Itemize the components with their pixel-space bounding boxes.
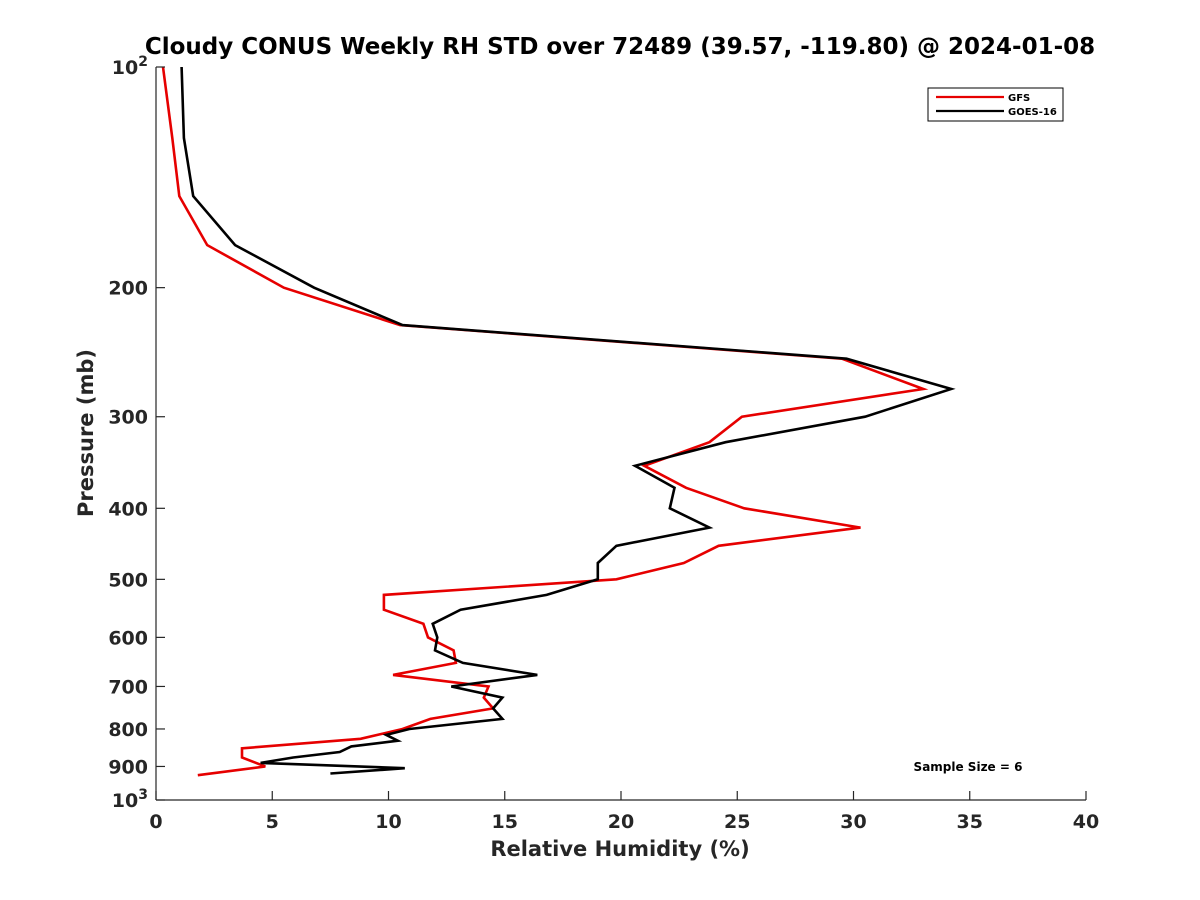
- x-tick-label: 5: [266, 811, 279, 833]
- series-layer: [161, 66, 956, 777]
- y-tick-label: 900: [108, 756, 148, 778]
- y-axis-label: Pressure (mb): [74, 349, 98, 517]
- y-tick-label: 400: [108, 498, 148, 520]
- y-tick-label: 500: [108, 569, 148, 591]
- x-tick-label: 25: [724, 811, 750, 833]
- sample-size-annotation: Sample Size = 6: [914, 760, 1023, 774]
- x-tick-label: 20: [608, 811, 634, 833]
- x-tick-label: 35: [957, 811, 983, 833]
- y-tick-label: 800: [108, 719, 148, 741]
- x-tick-label: 15: [492, 811, 518, 833]
- y-tick-label: 300: [108, 407, 148, 429]
- legend-label-gfs: GFS: [1008, 93, 1030, 104]
- x-tick-label: 10: [375, 811, 401, 833]
- x-tick-label: 40: [1073, 811, 1099, 833]
- series-line-goes16: [180, 66, 956, 775]
- x-tick-label: 30: [840, 811, 866, 833]
- chart-title: Cloudy CONUS Weekly RH STD over 72489 (3…: [145, 34, 1095, 60]
- y-tick-label: 600: [108, 627, 148, 649]
- y-tick-label: 700: [108, 676, 148, 698]
- x-axis-label: Relative Humidity (%): [490, 837, 749, 861]
- legend-label-goes16: GOES-16: [1008, 107, 1057, 118]
- legend: GFS GOES-16: [927, 87, 1064, 122]
- tick-layer: 0 5 10 15 20 25 30 35 40102200300400500600700800…: [108, 54, 1099, 833]
- x-tick-label: 0: [149, 811, 162, 833]
- y-tick-label: 200: [108, 278, 148, 300]
- plot-area: [156, 67, 1086, 800]
- legend-box: [927, 87, 1064, 122]
